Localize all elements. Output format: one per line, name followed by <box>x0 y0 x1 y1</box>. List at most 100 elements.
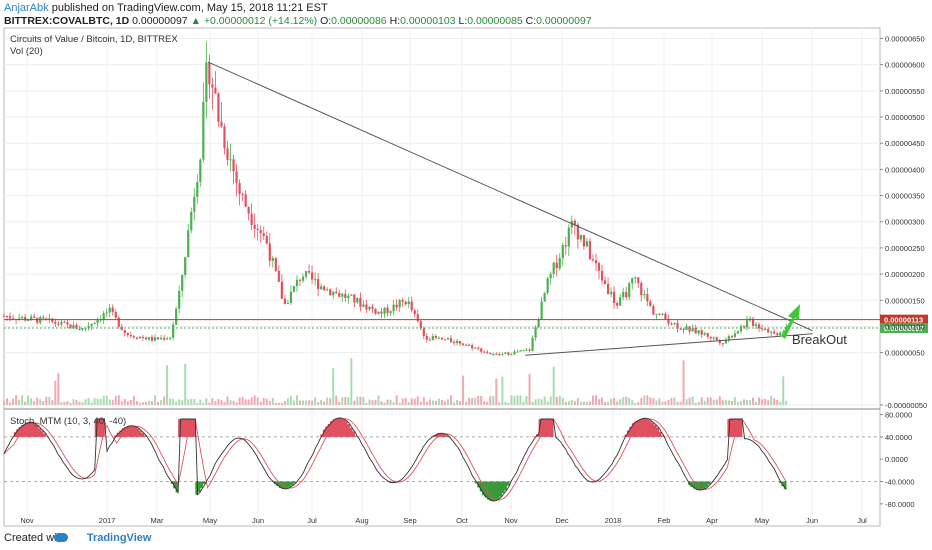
volume-bar <box>329 398 332 405</box>
candle-body <box>767 329 770 333</box>
candle-body <box>712 337 715 339</box>
volume-bar <box>715 399 718 405</box>
symbol-name: BITTREX:COVALBTC, 1D <box>4 15 130 27</box>
volume-bar <box>764 398 767 405</box>
candle-body <box>350 294 353 296</box>
candle-body <box>670 323 673 325</box>
candle-body <box>205 62 208 102</box>
volume-bar <box>27 395 30 405</box>
oversold-fill <box>482 481 485 496</box>
oversold-fill <box>477 481 481 488</box>
candle-body <box>410 301 413 311</box>
trendlines <box>207 61 813 356</box>
volume-bar <box>362 397 365 405</box>
candle-body <box>688 326 691 332</box>
oversold-fill <box>286 481 289 489</box>
candle-body <box>326 289 329 291</box>
oversold-fill <box>707 481 711 485</box>
volume-bar <box>154 395 157 405</box>
candle-body <box>317 279 320 290</box>
chart-header: AnjarAbk published on TradingView.com, M… <box>4 2 924 28</box>
volume-bar <box>576 398 579 405</box>
volume-bar <box>72 399 75 405</box>
candle-body <box>347 295 350 299</box>
oversold-fill <box>506 481 510 486</box>
oscillator-pane <box>3 417 880 502</box>
close-label: C: <box>525 15 537 27</box>
candle-body <box>534 327 537 338</box>
candle-body <box>11 318 15 320</box>
volume-bar <box>543 396 546 405</box>
candle-body <box>280 281 283 299</box>
volume-bar <box>132 395 135 405</box>
candle-body <box>640 283 643 296</box>
candle-body <box>295 279 299 287</box>
tradingview-brand[interactable]: TradingView <box>86 532 152 544</box>
volume-bar <box>30 398 33 405</box>
volume-bar <box>184 363 187 405</box>
candle-body <box>721 343 724 345</box>
time-tick-label: Jul <box>857 516 867 525</box>
author-link[interactable]: AnjarAbk <box>4 2 49 14</box>
candle-body <box>540 301 543 320</box>
volume-bar <box>456 400 459 405</box>
candle-body <box>338 293 341 297</box>
time-tick-label: Aug <box>355 516 368 525</box>
candle-body <box>724 339 727 344</box>
volume-bar <box>428 399 431 405</box>
time-tick-label: Feb <box>658 516 671 525</box>
candle-body <box>353 294 356 303</box>
overbought-fill <box>636 420 640 437</box>
volume-bar <box>598 399 601 405</box>
candle-body <box>335 291 338 294</box>
candle-body <box>141 336 145 338</box>
volume-bar <box>685 399 688 405</box>
candle-body <box>226 148 229 160</box>
volume-bar <box>33 401 36 405</box>
volume-bar <box>160 400 163 405</box>
price-tick-label: 0.00000500 <box>885 113 925 122</box>
volume-bar <box>199 399 202 405</box>
volume-bar <box>440 400 443 405</box>
volume-bar <box>211 398 214 405</box>
volume-bar <box>706 397 709 405</box>
candle-body <box>510 354 513 356</box>
volume-bar <box>274 402 277 405</box>
oversold-fill <box>200 481 203 488</box>
volume-bar <box>670 397 673 405</box>
oversold-fill <box>783 481 787 490</box>
candle-body <box>374 308 377 314</box>
volume-bar <box>694 402 697 405</box>
volume-bar <box>265 398 268 405</box>
volume-bar <box>625 396 628 405</box>
volume-bar <box>214 401 217 405</box>
volume-bar <box>12 398 15 405</box>
volume-bar <box>688 397 691 405</box>
candle-body <box>739 326 743 332</box>
candle-body <box>591 259 595 261</box>
candle-body <box>259 230 262 234</box>
candle-body <box>386 307 389 314</box>
candle-body <box>90 323 93 327</box>
candle-body <box>555 262 558 269</box>
oversold-fill <box>499 481 503 497</box>
overbought-fill <box>435 433 439 437</box>
volume-bar <box>495 378 498 405</box>
volume-bar <box>601 397 604 405</box>
candle-body <box>57 323 60 325</box>
overbought-fill <box>646 419 650 437</box>
candle-body <box>81 328 84 330</box>
volume-bar <box>434 400 437 405</box>
volume-bar <box>96 398 99 405</box>
price-tick-label: 0.00000300 <box>885 218 925 227</box>
time-tick-label: Mar <box>151 516 164 525</box>
publish-info: published on TradingView.com, May 15, 20… <box>51 2 328 14</box>
candle-body <box>36 317 39 323</box>
high-value: 0.00000103 <box>400 15 456 27</box>
time-tick-label: Dec <box>555 516 569 525</box>
volume-bar <box>166 365 169 405</box>
volume-bar <box>298 400 301 405</box>
volume-bar <box>573 401 576 405</box>
